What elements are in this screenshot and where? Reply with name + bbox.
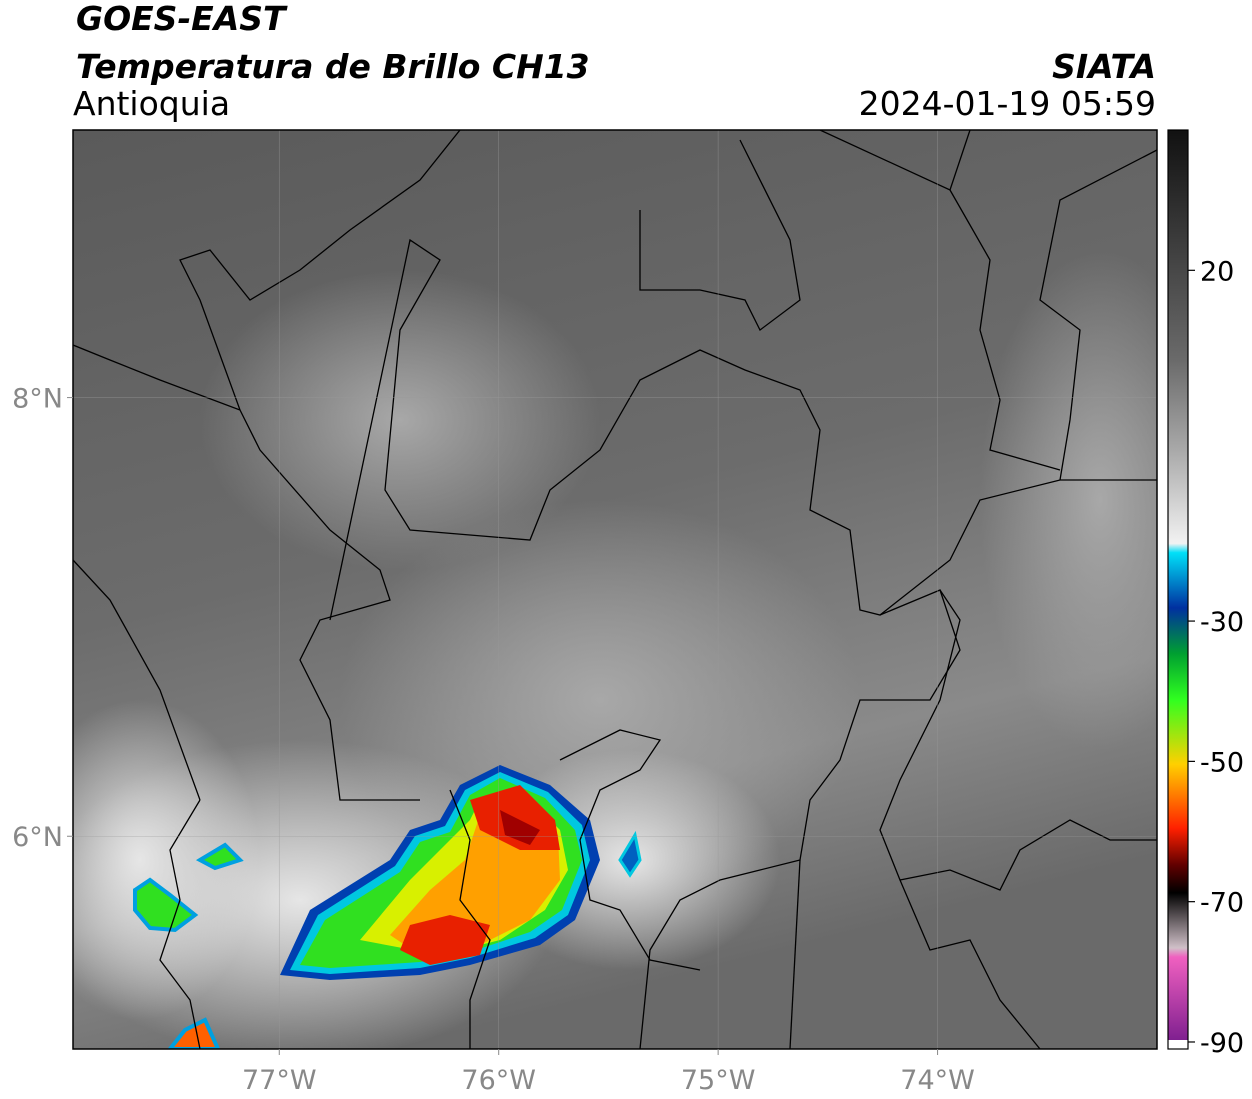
subtitle: Temperatura de Brillo CH13: [76, 47, 590, 86]
grid: [73, 130, 1157, 1049]
title: GOES-EAST: [76, 0, 288, 38]
x-tick-label: 77°W: [242, 1065, 317, 1096]
map-frame: [72, 129, 1158, 1050]
x-tick-label: 75°W: [681, 1065, 756, 1096]
colorbar-tick-label: 20: [1200, 256, 1234, 287]
region: Antioquia: [73, 84, 230, 123]
borders: [73, 130, 1157, 1049]
datetime: 2024-01-19 05:59: [859, 84, 1156, 123]
x-tick-label: 76°W: [461, 1065, 536, 1096]
colorbar: [1167, 129, 1189, 1050]
map-image: [73, 130, 1157, 1049]
colorbar-tick-label: -30: [1200, 607, 1244, 638]
x-tick-label: 74°W: [900, 1065, 975, 1096]
y-tick-label: 6°N: [12, 822, 63, 853]
colorbar-tick-label: -90: [1200, 1028, 1244, 1059]
cloud: [200, 270, 600, 570]
cloud: [980, 250, 1157, 750]
colorbar-tick-label: -50: [1200, 747, 1244, 778]
y-tick-label: 8°N: [12, 384, 63, 415]
convective-cell: [133, 765, 642, 1049]
colorbar-tick-label: -70: [1200, 888, 1244, 919]
cloud: [73, 700, 260, 1020]
source: SIATA: [1052, 47, 1156, 86]
